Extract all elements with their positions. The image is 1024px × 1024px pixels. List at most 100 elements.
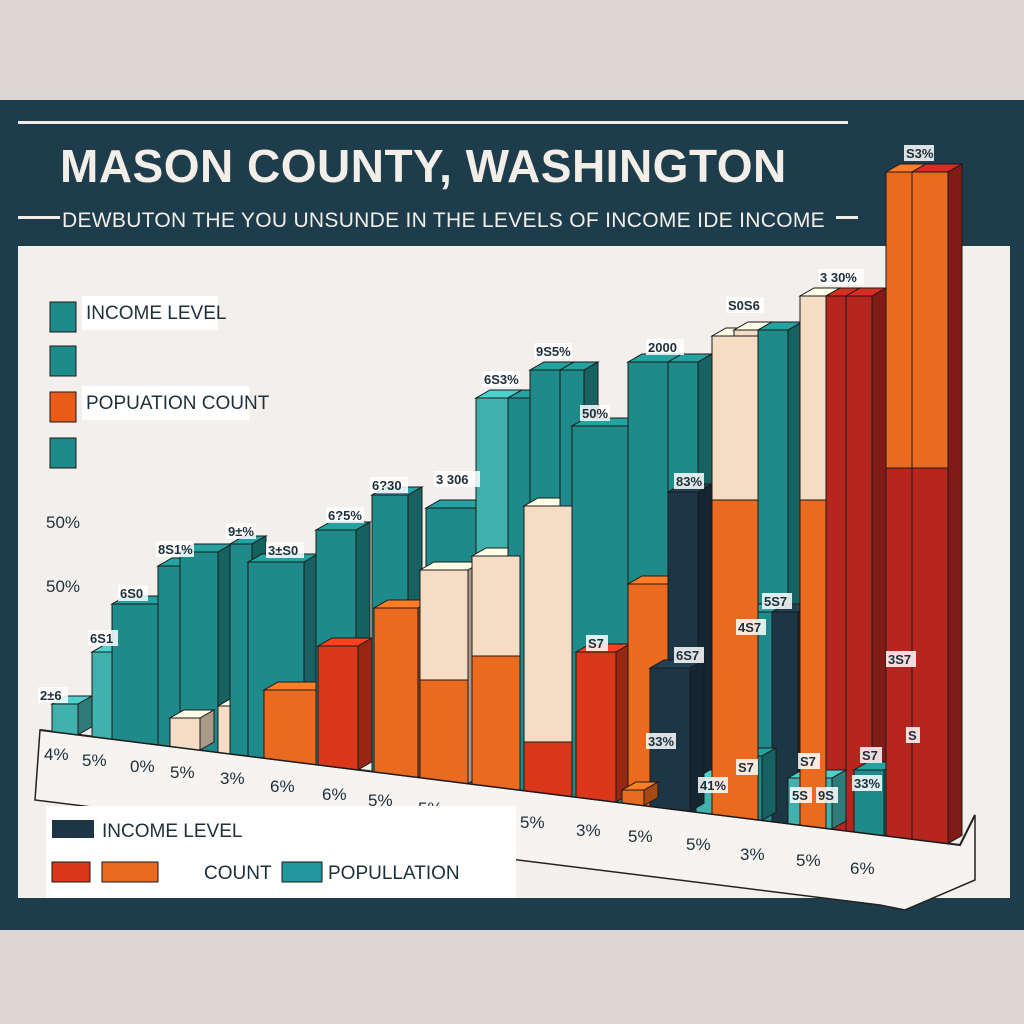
bar-label-bg-11 <box>534 343 572 359</box>
bar-label-22: S7 <box>800 754 816 769</box>
bar-label-8: 6?30 <box>372 478 402 493</box>
bar-label-bg-17 <box>904 145 934 161</box>
category-label-3: 0% <box>130 757 155 776</box>
bar-label-bg-4 <box>156 541 194 557</box>
bar-label-29: 3S7 <box>888 652 911 667</box>
bottom-legend-label-population: POPULLATION <box>328 863 460 884</box>
bar-label-18: S7 <box>588 636 604 651</box>
bar-label-bg-3 <box>118 585 148 601</box>
bar-44-side <box>761 747 777 822</box>
bar-label-bg-10 <box>482 371 520 387</box>
bar-label-bg-13 <box>646 339 684 355</box>
bar-segment-2-upper <box>471 555 521 657</box>
left-percent-label-1: 50% <box>46 513 80 532</box>
bar-label-4: 8S1% <box>158 542 193 557</box>
bar-label-11: 9S5% <box>536 344 571 359</box>
bar-segment-4-upper <box>711 335 759 501</box>
category-label-8: 5% <box>368 791 393 810</box>
bar-2-front <box>91 651 113 740</box>
bar-label-25: S7 <box>738 760 754 775</box>
bar-label-9: 3 306 <box>436 472 469 487</box>
bar-segment-1-upper <box>419 569 469 681</box>
top-legend-label-3: POPUATION COUNT <box>86 393 270 414</box>
category-label-16: 5% <box>796 851 821 870</box>
bar-label-bg-24 <box>698 777 728 793</box>
bar-label-bg-29 <box>886 651 916 667</box>
bar-segment-5-lower <box>799 499 827 829</box>
bar-label-2: 6S1 <box>90 631 113 646</box>
category-label-13: 5% <box>628 827 653 846</box>
bar-segment-4-lower <box>711 499 759 821</box>
bottom-legend-label-income: INCOME LEVEL <box>102 821 242 842</box>
bar-label-bg-22 <box>798 753 820 769</box>
bar-46-front <box>621 789 645 807</box>
bar-6-side <box>199 709 215 751</box>
bar-label-24: 41% <box>700 778 726 793</box>
bar-24-front <box>575 651 617 803</box>
top-legend-swatch-2 <box>49 345 77 377</box>
subtitle-rule-left <box>18 216 60 219</box>
bar-segment-5-upper <box>799 295 827 501</box>
bar-segment-1-lower <box>419 679 469 785</box>
bottom-legend-swatch-income <box>52 820 94 838</box>
bar-label-bg-16 <box>818 269 864 285</box>
bar-6-front <box>169 717 201 751</box>
bar-label-23: 33% <box>648 734 674 749</box>
bar-12-front <box>317 645 359 771</box>
bottom-legend-swatch-population <box>281 861 323 883</box>
top-legend-label-bg-3 <box>82 386 250 420</box>
bar-label-bg-14 <box>674 473 704 489</box>
bar-label-bg-30 <box>906 727 920 743</box>
bar-label-13: 2000 <box>648 340 677 355</box>
bar-label-19: 6S7 <box>676 648 699 663</box>
category-label-12: 3% <box>576 821 601 840</box>
title-rule <box>18 121 848 124</box>
bar-label-bg-9 <box>434 471 480 487</box>
bar-label-26: 5S <box>792 788 808 803</box>
bar-label-bg-28 <box>860 747 882 763</box>
bottom-legend-swatch-count-orange <box>101 861 159 883</box>
top-legend-swatch-1 <box>49 301 77 333</box>
bar-label-31: 33% <box>854 776 880 791</box>
bar-label-10: 6S3% <box>484 372 519 387</box>
bar-label-bg-12 <box>580 405 610 421</box>
bottom-legend-label-count: COUNT <box>204 863 272 884</box>
top-legend-swatch-4 <box>49 437 77 469</box>
bar-segment-6-upper <box>885 171 913 469</box>
category-label-1: 4% <box>44 745 69 764</box>
bar-10-front <box>263 689 319 766</box>
bar-label-bg-18 <box>586 635 608 651</box>
bar-label-21: 4S7 <box>738 620 761 635</box>
bar-label-bg-5 <box>226 523 256 539</box>
chart-subtitle: DEWBUTON THE YOU UNSUNDE IN THE LEVELS O… <box>62 209 825 232</box>
bar-label-bg-21 <box>736 619 766 635</box>
top-legend-label-bg-1 <box>82 296 218 330</box>
bar-label-bg-19 <box>674 647 704 663</box>
bar-12-side <box>357 637 373 771</box>
bar-label-6: 3±S0 <box>268 543 298 558</box>
bar-label-28: S7 <box>862 748 878 763</box>
bar-label-bg-20 <box>762 593 792 609</box>
bar-label-30: S <box>908 728 917 743</box>
bar-label-bg-6 <box>266 542 304 558</box>
bar-label-bg-15 <box>726 297 764 313</box>
category-label-17: 6% <box>850 859 875 878</box>
category-label-4: 5% <box>170 763 195 782</box>
bar-label-bg-27 <box>816 787 838 803</box>
bar-1-front <box>51 703 79 736</box>
bar-label-bg-31 <box>852 775 882 791</box>
bottom-legend-swatch-count-red <box>51 861 91 883</box>
bar-label-3: 6S0 <box>120 586 143 601</box>
subtitle-rule-right <box>836 216 858 219</box>
bar-label-bg-23 <box>646 733 676 749</box>
bar-label-20: 5S7 <box>764 594 787 609</box>
left-percent-label-2: 50% <box>46 577 80 596</box>
bar-38-side <box>947 163 963 845</box>
bar-segment-2-lower <box>471 655 521 791</box>
bar-label-bg-8 <box>370 477 408 493</box>
bar-label-1: 2±6 <box>40 688 62 703</box>
bar-segment-3-lower <box>523 741 573 798</box>
category-label-5: 3% <box>220 769 245 788</box>
bar-label-17: S3% <box>906 146 934 161</box>
category-label-6: 6% <box>270 777 295 796</box>
